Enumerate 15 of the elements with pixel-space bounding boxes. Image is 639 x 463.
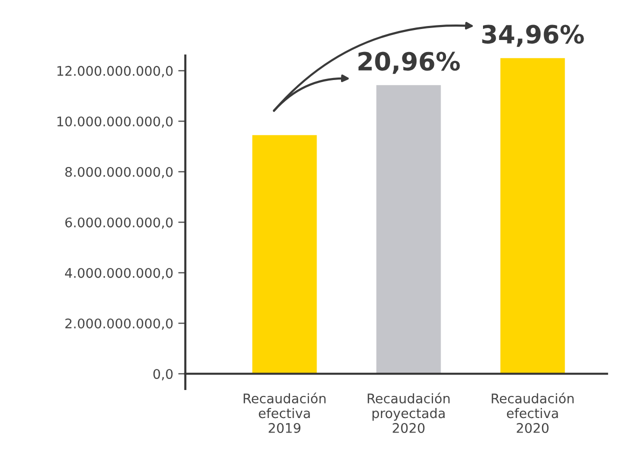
y-tick-label: 6.000.000.000,0 — [65, 217, 173, 229]
text: 34,96% — [482, 24, 584, 47]
annotation: 20,96% — [358, 52, 460, 74]
bar — [500, 58, 565, 374]
x-tick-label: Recaudación efectiva 2020 — [492, 392, 574, 433]
y-tick-label: 10.000.000.000,0 — [57, 116, 173, 128]
x-tick-label: Recaudación efectiva 2019 — [244, 392, 326, 433]
bar — [376, 85, 441, 374]
x-tick-label: Recaudación proyectada 2020 — [368, 392, 450, 433]
y-tick-label: 8.000.000.000,0 — [65, 166, 173, 178]
y-tick-label: 0,0 — [153, 368, 173, 380]
y-tick-label: 2.000.000.000,0 — [65, 318, 173, 330]
bar — [252, 135, 317, 374]
y-tick-label: 12.000.000.000,0 — [57, 66, 173, 78]
y-tick-label: 4.000.000.000,0 — [65, 268, 173, 280]
